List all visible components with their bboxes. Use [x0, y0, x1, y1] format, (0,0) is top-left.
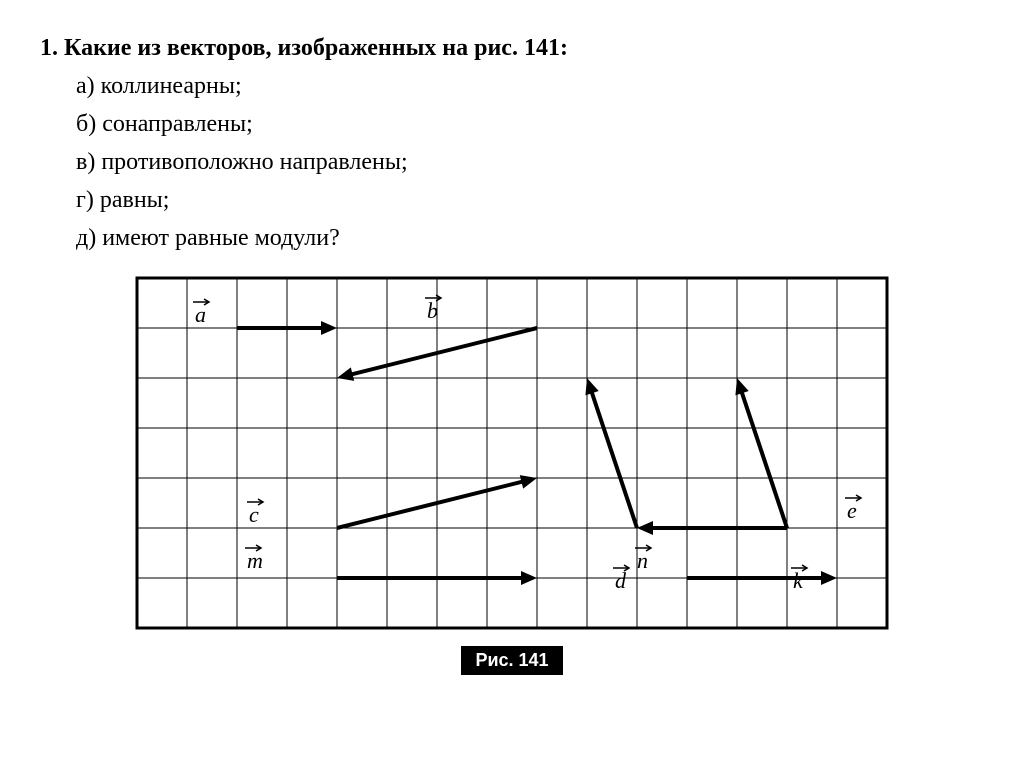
sub-item-a: а) коллинеарны; — [76, 68, 984, 104]
sub-item-g: г) равны; — [76, 182, 984, 218]
vector-diagram: a b c d e k m n — [135, 276, 889, 630]
vector-label-k: k — [793, 568, 804, 593]
vector-label-b: b — [427, 298, 438, 323]
vector-label-n: n — [637, 548, 648, 573]
sub-item-d: д) имеют равные модули? — [76, 220, 984, 256]
sub-item-b: б) сонаправлены; — [76, 106, 984, 142]
vector-label-e: e — [847, 498, 857, 523]
question-title: Какие из векторов, изображенных на рис. … — [64, 35, 568, 61]
figure-caption: Рис. 141 — [461, 646, 562, 675]
sub-item-v: в) противоположно направлены; — [76, 144, 984, 180]
question-block: 1. Какие из векторов, изображенных на ри… — [40, 30, 984, 256]
vector-label-m: m — [247, 548, 263, 573]
vector-label-d: d — [615, 568, 627, 593]
vector-label-c: c — [249, 502, 259, 527]
question-subitems: а) коллинеарны; б) сонаправлены; в) прот… — [76, 68, 984, 256]
vector-label-a: a — [195, 302, 206, 327]
question-number: 1. — [40, 35, 58, 61]
figure-wrap: a b c d e k m n Рис. 141 — [40, 276, 984, 675]
